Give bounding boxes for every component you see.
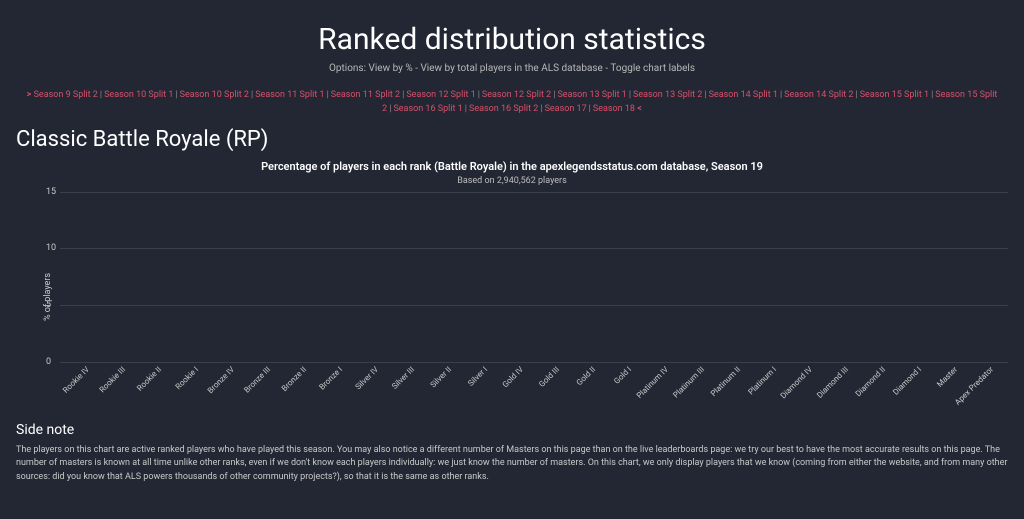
y-tick-label: 0 [46, 357, 51, 367]
season-link[interactable]: Season 17 [545, 104, 587, 114]
x-tick-label: Silver IV [354, 365, 381, 392]
y-tick-label: 10 [46, 243, 56, 253]
season-link[interactable]: Season 14 Split 1 [709, 90, 778, 100]
season-link[interactable]: Season 11 Split 2 [331, 90, 400, 100]
season-link[interactable]: Season 16 Split 2 [469, 104, 538, 114]
season-link[interactable]: Season 16 Split 1 [393, 104, 462, 114]
season-link[interactable]: Season 13 Split 2 [633, 90, 702, 100]
x-tick-label: Diamond III [815, 365, 850, 400]
x-tick-label: Bronze I [318, 365, 345, 392]
season-nav: > Season 9 Split 2|Season 10 Split 1|Sea… [0, 88, 1024, 117]
x-tick-label: Platinum III [671, 365, 706, 400]
x-tick-label: Platinum I [746, 365, 778, 397]
side-note-title: Side note [16, 422, 1008, 438]
x-tick-label: Gold III [537, 365, 561, 389]
y-axis-label: % of players [43, 273, 53, 321]
x-tick-label: Rookie II [136, 365, 164, 393]
x-tick-label: Bronze III [242, 365, 272, 395]
x-tick-label: Gold IV [501, 365, 526, 390]
view-by-percent-link[interactable]: View by % [369, 63, 413, 74]
y-tick-label: 15 [46, 187, 56, 197]
season-prev-arrow[interactable]: > [27, 90, 34, 100]
x-tick-label: Diamond IV [779, 365, 815, 401]
x-tick-label: Platinum II [709, 365, 742, 398]
rank-distribution-chart: Percentage of players in each rank (Batt… [16, 160, 1008, 402]
season-link[interactable]: Season 13 Split 1 [557, 90, 626, 100]
plot-region: 051015Rookie IVRookie IIIRookie IIRookie… [60, 192, 1008, 362]
season-link[interactable]: Season 12 Split 1 [406, 90, 475, 100]
x-tick-label: Diamond II [853, 365, 887, 399]
bars-container: Rookie IVRookie IIIRookie IIRookie IBron… [60, 192, 1008, 362]
chart-title: Percentage of players in each rank (Batt… [16, 160, 1008, 173]
season-link[interactable]: Season 11 Split 1 [255, 90, 324, 100]
options-prefix: Options: [329, 63, 366, 74]
season-link[interactable]: Season 12 Split 2 [482, 90, 551, 100]
season-link[interactable]: Season 10 Split 1 [104, 90, 173, 100]
x-tick-label: Rookie I [173, 365, 199, 391]
x-tick-label: Gold II [575, 365, 597, 387]
season-link[interactable]: Season 9 Split 2 [34, 90, 98, 100]
gridline [60, 362, 1008, 363]
x-tick-label: Silver III [391, 365, 417, 391]
x-tick-label: Silver II [428, 365, 453, 390]
view-by-total-link[interactable]: View by total players in the ALS databas… [420, 63, 602, 74]
side-note-section: Side note The players on this chart are … [0, 402, 1024, 485]
x-tick-label: Silver I [466, 365, 489, 388]
x-tick-label: Gold I [613, 365, 634, 386]
x-tick-label: Diamond I [891, 365, 923, 397]
x-tick-label: Bronze II [280, 365, 308, 393]
x-tick-label: Platinum IV [634, 365, 669, 400]
x-tick-label: Rookie IV [61, 365, 91, 395]
x-tick-label: Rookie III [98, 365, 128, 395]
toggle-labels-link[interactable]: Toggle chart labels [610, 63, 695, 74]
x-tick-label: Master [935, 365, 959, 389]
y-tick-label: 5 [46, 300, 51, 310]
section-title: Classic Battle Royale (RP) [0, 117, 1024, 152]
season-link[interactable]: Season 14 Split 2 [784, 90, 853, 100]
x-tick-label: Bronze IV [205, 365, 235, 395]
season-link[interactable]: Season 15 Split 1 [860, 90, 929, 100]
season-link[interactable]: Season 10 Split 2 [180, 90, 249, 100]
options-line: Options: View by % - View by total playe… [0, 63, 1024, 74]
page-title: Ranked distribution statistics [0, 0, 1024, 57]
season-next-arrow[interactable]: < [635, 104, 642, 114]
chart-area: % of players 051015Rookie IVRookie IIIRo… [46, 192, 1008, 402]
side-note-body: The players on this chart are active ran… [16, 444, 1008, 485]
season-link[interactable]: Season 18 [593, 104, 635, 114]
chart-subtitle: Based on 2,940,562 players [16, 176, 1008, 186]
